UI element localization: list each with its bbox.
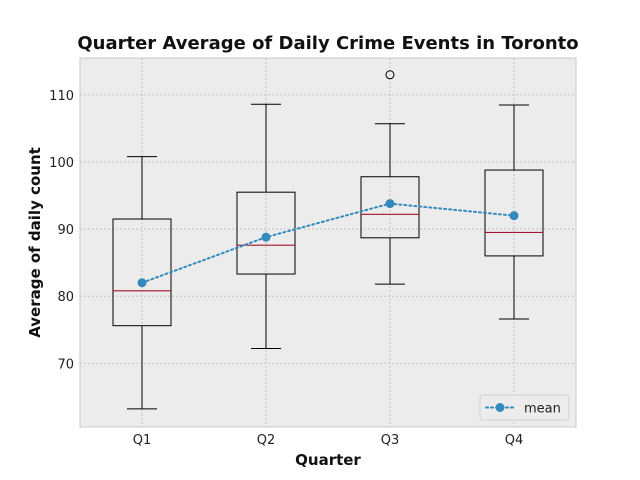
chart-title: Quarter Average of Daily Crime Events in… xyxy=(77,33,578,54)
mean-point xyxy=(509,211,519,221)
mean-line xyxy=(141,202,515,284)
legend-mean-label: mean xyxy=(524,402,561,417)
legend-frame xyxy=(479,394,570,421)
y-tick-label: 110 xyxy=(49,89,74,104)
box-q1 xyxy=(112,156,172,410)
mean-point xyxy=(385,199,395,209)
x-tick-label: Q1 xyxy=(133,433,152,448)
box-q2 xyxy=(236,103,296,350)
mean-point xyxy=(137,278,147,288)
box-body xyxy=(236,191,296,275)
x-tick-label: Q3 xyxy=(381,433,400,448)
mean-series xyxy=(137,199,519,288)
mean-point xyxy=(261,232,271,242)
y-tick-label: 90 xyxy=(57,223,74,238)
outlier-point xyxy=(385,70,395,80)
y-tick-label: 80 xyxy=(57,290,74,305)
legend-mean-marker xyxy=(495,403,505,412)
axes: 70 80 90 100 110 Q1 Q2 Q3 Q4 xyxy=(49,89,523,448)
y-axis-title: Average of daily count xyxy=(26,147,44,338)
y-tick-label: 100 xyxy=(49,156,74,171)
x-tick-label: Q4 xyxy=(505,433,524,448)
y-tick-label: 70 xyxy=(57,357,74,372)
plot-area xyxy=(79,57,577,428)
x-tick-label: Q2 xyxy=(257,433,276,448)
x-axis-title: Quarter xyxy=(295,451,361,469)
legend: mean xyxy=(479,394,570,421)
